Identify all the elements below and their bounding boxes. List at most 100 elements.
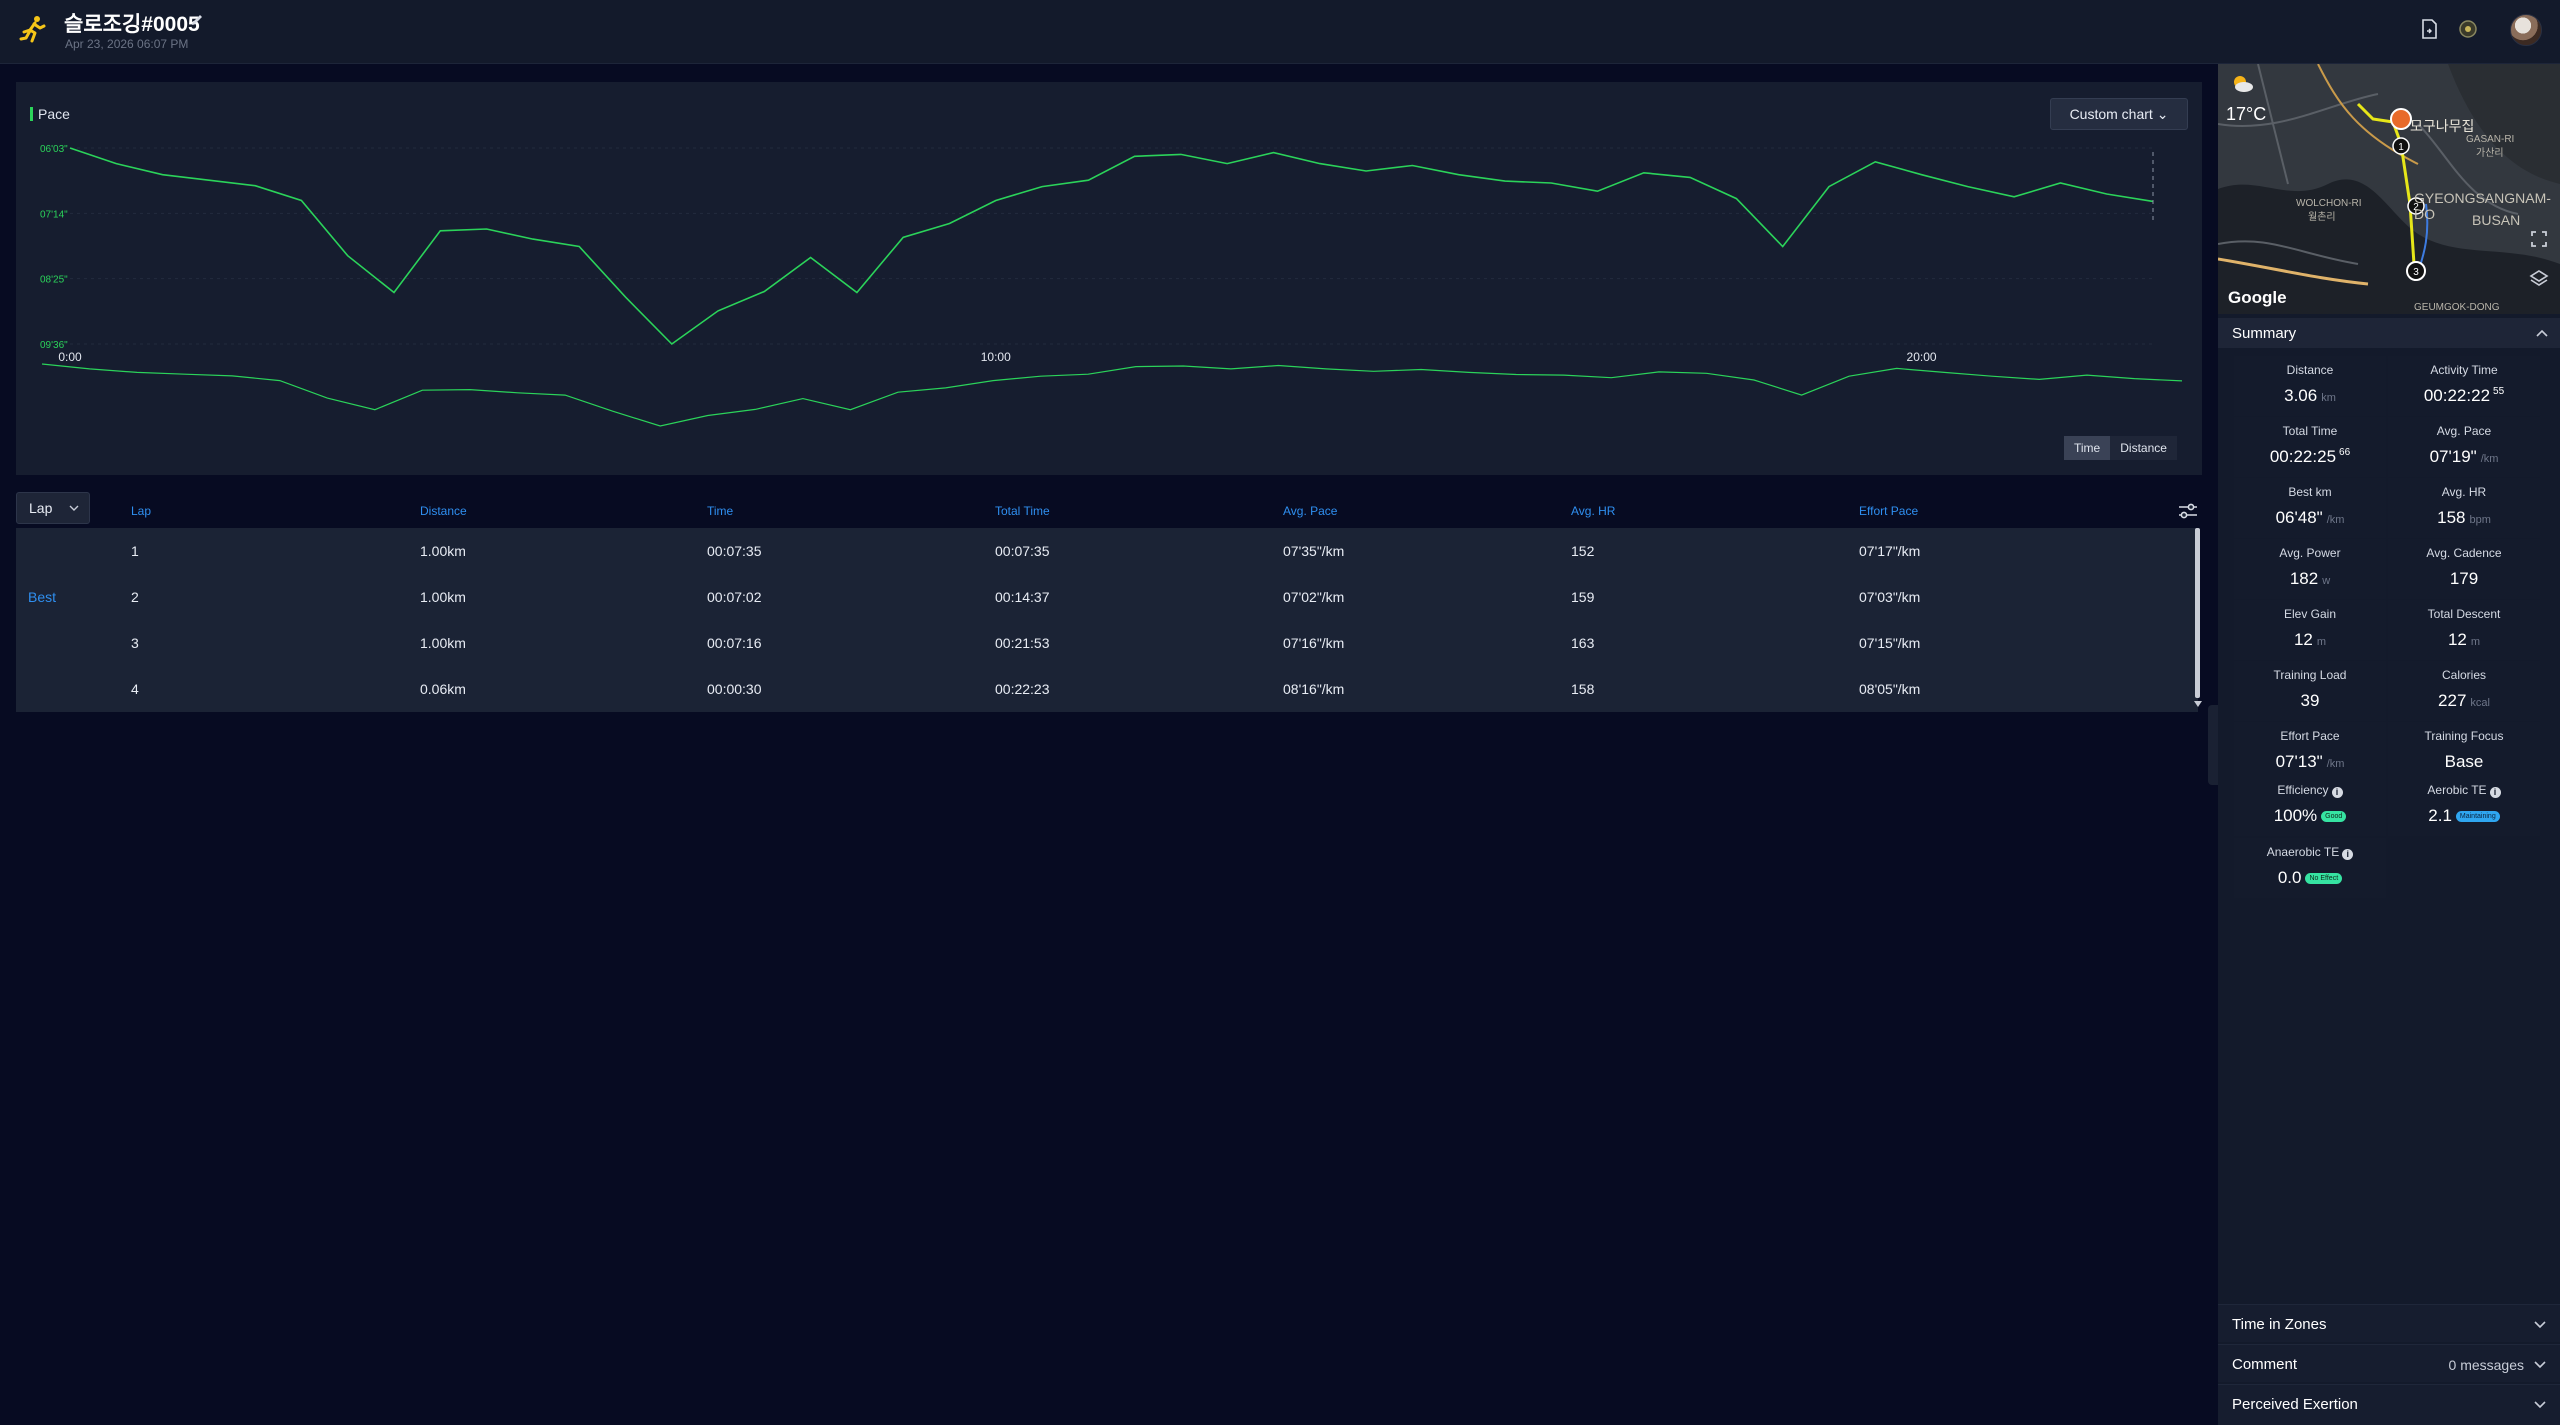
column-header-avg-hr[interactable]: Avg. HR bbox=[1571, 504, 1616, 518]
watch-icon[interactable] bbox=[2456, 17, 2480, 41]
stat-label: Training Load bbox=[2273, 668, 2347, 682]
stat-label-text: Anaerobic TE bbox=[2266, 845, 2340, 859]
info-icon[interactable]: i bbox=[2342, 849, 2354, 860]
table-row[interactable]: 1 1.00km 00:07:35 00:07:35 07'35"/km 152… bbox=[16, 528, 2198, 574]
stat-label: Total Time bbox=[2282, 424, 2338, 438]
section-title: Time in Zones bbox=[2232, 1316, 2327, 1333]
chevron-down-icon bbox=[2534, 1321, 2546, 1329]
column-header-total-time[interactable]: Total Time bbox=[995, 504, 1050, 518]
cell-lap: 4 bbox=[131, 681, 139, 697]
cell-effort-pace: 08'05"/km bbox=[1859, 681, 1921, 697]
map-start-marker[interactable] bbox=[2390, 108, 2412, 130]
stat-label-text: Efficiency bbox=[2277, 783, 2329, 797]
stat-value-text: 158 bbox=[2437, 508, 2466, 527]
layers-icon[interactable] bbox=[2524, 264, 2554, 294]
best-badge: Best bbox=[28, 589, 57, 605]
column-header-effort-pace[interactable]: Effort Pace bbox=[1859, 504, 1919, 518]
status-badge: Good bbox=[2321, 811, 2347, 822]
chevron-down-icon bbox=[69, 505, 79, 511]
stat-tile: Total Descent 12 m bbox=[2388, 600, 2540, 660]
google-logo: Google bbox=[2228, 288, 2287, 307]
user-avatar[interactable] bbox=[2510, 14, 2542, 46]
cell-distance: 1.00km bbox=[420, 543, 466, 559]
column-header-time[interactable]: Time bbox=[707, 504, 734, 518]
column-header-distance[interactable]: Distance bbox=[420, 504, 467, 518]
y-tick-label: 06'03" bbox=[40, 144, 68, 155]
stat-value-text: 00:22:25 bbox=[2269, 447, 2337, 466]
stat-unit: /km bbox=[2326, 514, 2345, 526]
cell-time: 00:07:35 bbox=[707, 543, 762, 559]
info-icon[interactable]: i bbox=[2489, 787, 2501, 798]
table-row[interactable]: 3 1.00km 00:07:16 00:21:53 07'16"/km 163… bbox=[16, 620, 2198, 666]
table-row[interactable]: Best 2 1.00km 00:07:02 00:14:37 07'02"/k… bbox=[16, 574, 2198, 620]
map-km-marker[interactable] bbox=[2406, 261, 2426, 281]
column-header-lap[interactable]: Lap bbox=[131, 504, 152, 518]
stat-unit: km bbox=[2321, 392, 2336, 404]
stat-value: 00:22:22 55 bbox=[2388, 386, 2540, 406]
cell-avg-hr: 158 bbox=[1571, 681, 1595, 697]
stat-tile: Avg. HR 158 bpm bbox=[2388, 478, 2540, 538]
y-tick-label: 09'36" bbox=[40, 340, 68, 351]
map-canvas: 1 2 3 bbox=[2218, 64, 2560, 314]
table-scrollbar[interactable] bbox=[2195, 528, 2200, 698]
chevron-up-icon bbox=[2536, 329, 2548, 337]
stat-value: Base bbox=[2388, 752, 2540, 772]
cell-avg-hr: 163 bbox=[1571, 635, 1595, 651]
stat-unit: bpm bbox=[2469, 514, 2491, 526]
x-tick-label: 0:00 bbox=[58, 350, 82, 364]
cell-avg-pace: 07'16"/km bbox=[1283, 635, 1345, 651]
table-row[interactable]: 4 0.06km 00:00:30 00:22:23 08'16"/km 158… bbox=[16, 666, 2198, 712]
sliders-icon[interactable] bbox=[2176, 500, 2200, 522]
toggle-time[interactable]: Time bbox=[2064, 436, 2111, 460]
partly-cloudy-icon bbox=[2234, 76, 2253, 92]
stat-value-text: 12 bbox=[2447, 630, 2467, 649]
status-badge: No Effect bbox=[2305, 873, 2343, 884]
summary-header[interactable]: Summary bbox=[2218, 318, 2560, 348]
x-tick-label: 10:00 bbox=[981, 350, 1011, 364]
stat-label: Activity Time bbox=[2430, 363, 2498, 377]
chevron-down-icon bbox=[2534, 1361, 2546, 1369]
lap-select[interactable]: Lap bbox=[16, 492, 90, 524]
running-icon bbox=[19, 16, 46, 43]
cell-avg-hr: 159 bbox=[1571, 589, 1595, 605]
stat-label: Avg. HR bbox=[2441, 485, 2487, 499]
info-icon[interactable]: i bbox=[2331, 787, 2343, 798]
comment-count: 0 messages bbox=[2448, 1357, 2524, 1373]
stat-aerobic-te: Aerobic TE i 2.1 Maintaining bbox=[2388, 776, 2540, 836]
cell-lap: 3 bbox=[131, 635, 139, 651]
stat-tile: Training Focus Base bbox=[2388, 722, 2540, 782]
column-header-avg-pace[interactable]: Avg. Pace bbox=[1283, 504, 1338, 518]
scroll-down-arrow-icon[interactable] bbox=[2194, 700, 2202, 708]
cell-total-time: 00:21:53 bbox=[995, 635, 1050, 651]
map-km-marker[interactable] bbox=[2392, 137, 2410, 155]
custom-chart-button[interactable]: Custom chart ⌄ bbox=[2050, 98, 2188, 130]
route-map[interactable]: 1 2 3 17°C 모구나무집 GASAN-RI 가산리 WOLCHON-RI… bbox=[2218, 64, 2560, 314]
cell-time: 00:07:16 bbox=[707, 635, 762, 651]
activity-date: Apr 23, 2026 06:07 PM bbox=[65, 37, 189, 51]
stat-tile: Avg. Power 182 w bbox=[2234, 539, 2386, 599]
map-label: 모구나무집 bbox=[2410, 118, 2475, 134]
panel-collapse-handle[interactable] bbox=[2208, 705, 2218, 785]
map-km-marker[interactable] bbox=[2407, 197, 2425, 215]
map-label: 가산리 bbox=[2476, 148, 2504, 159]
toggle-distance[interactable]: Distance bbox=[2110, 436, 2177, 460]
pace-chart[interactable]: 06'03" 07'14" 08'25" 09'36" 0:00 10:00 20:00 bbox=[16, 82, 2202, 475]
section-comment[interactable]: Comment 0 messages bbox=[2218, 1344, 2560, 1382]
stat-tile: Elev Gain 12 m bbox=[2234, 600, 2386, 660]
stat-value: 179 bbox=[2388, 569, 2540, 589]
stat-label: Total Descent bbox=[2427, 607, 2501, 621]
stat-value-text: 12 bbox=[2293, 630, 2313, 649]
cell-avg-pace: 07'02"/km bbox=[1283, 589, 1345, 605]
fullscreen-icon[interactable] bbox=[2524, 224, 2554, 254]
section-perceived-exertion[interactable]: Perceived Exertion bbox=[2218, 1384, 2560, 1425]
legend-label: Pace bbox=[38, 106, 70, 122]
export-icon[interactable] bbox=[2418, 17, 2440, 41]
map-marker-label: 3 bbox=[2413, 267, 2419, 278]
stat-tile: Effort Pace 07'13"/km bbox=[2234, 722, 2386, 782]
summary-title: Summary bbox=[2232, 325, 2297, 342]
cell-effort-pace: 07'15"/km bbox=[1859, 635, 1921, 651]
pencil-icon[interactable] bbox=[189, 12, 205, 28]
axis-toggle[interactable]: Time Distance bbox=[2064, 436, 2177, 460]
section-time-in-zones[interactable]: Time in Zones bbox=[2218, 1304, 2560, 1342]
stat-label: Effort Pace bbox=[2280, 729, 2340, 743]
